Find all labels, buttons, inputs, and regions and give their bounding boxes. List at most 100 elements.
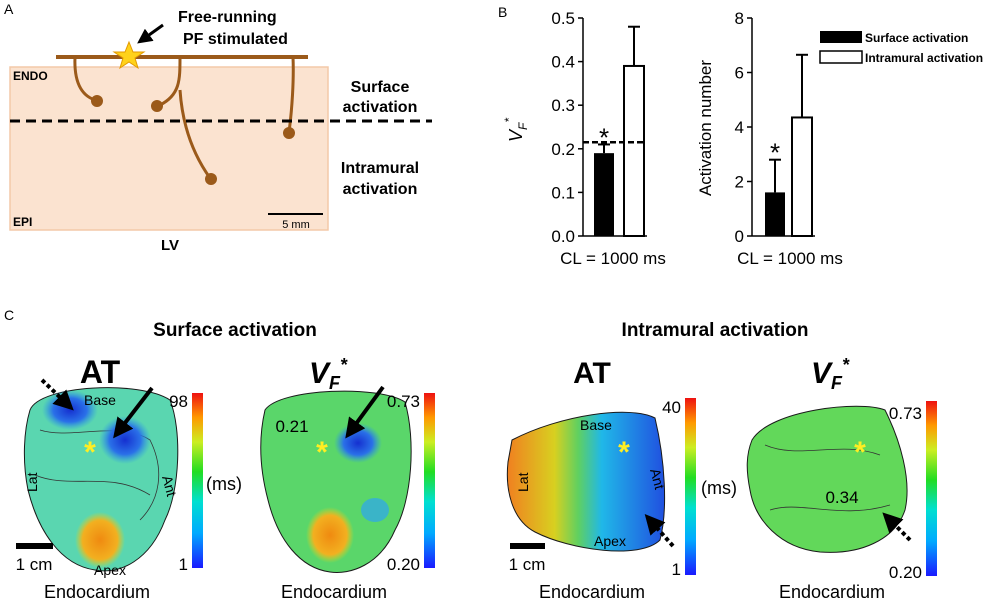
x-axis-label: CL = 1000 ms — [560, 249, 666, 268]
scale-label: 1 cm — [509, 555, 546, 574]
pacing-site-star: * — [854, 436, 866, 469]
epi-label: EPI — [13, 215, 32, 229]
colorbar — [424, 393, 435, 568]
y-tick-label: 0 — [735, 227, 744, 246]
panel-c-label: C — [4, 307, 14, 323]
lv-label: LV — [161, 237, 179, 254]
vf-title: VF* — [309, 355, 348, 393]
surface-label: activation — [343, 99, 418, 116]
y-tick-label: 0.4 — [551, 53, 575, 72]
pf-branch — [287, 56, 295, 133]
early-activation-region — [99, 416, 151, 464]
star-icon — [112, 40, 146, 70]
svg-text:VF*: VF* — [502, 118, 530, 142]
y-tick-label: 0.3 — [551, 96, 575, 115]
panel-a-label: A — [4, 1, 14, 17]
colorbar-max: 98 — [169, 392, 188, 411]
arrow-icon — [113, 386, 154, 439]
endocardium-label: Endocardium — [779, 582, 885, 602]
dotted-arrow-icon — [882, 512, 912, 542]
y-tick-label: 4 — [735, 118, 744, 137]
scale-label: 5 mm — [282, 219, 310, 231]
activation-number-chart: 0 2 4 6 8 * CL = 1000 ms Activation number — [696, 9, 843, 268]
y-axis-label-main: V — [506, 128, 526, 142]
scale-label: 1 cm — [16, 555, 53, 574]
dotted-arrow-icon — [40, 378, 74, 411]
endocardium-label: Endocardium — [281, 582, 387, 602]
intramural-title: Intramural activation — [622, 320, 809, 341]
y-axis-label: VF* — [502, 118, 530, 142]
pf-junction — [205, 173, 217, 185]
y-tick-label: 6 — [735, 64, 744, 83]
panel-b: B 0.00.10.20.30.40.5 * CL = 1000 ms VF* … — [498, 4, 983, 268]
vf-annotation: 0.34 — [825, 488, 858, 507]
vf-chart: 0.00.10.20.30.40.5 * CL = 1000 ms VF* — [502, 9, 666, 268]
base-label: Base — [84, 392, 116, 408]
high-vf-region — [306, 507, 354, 563]
y-tick-label: 0.5 — [551, 9, 575, 28]
pf-junction — [151, 100, 163, 112]
colorbar-min: 0.20 — [889, 563, 922, 582]
units-label: (ms) — [206, 474, 242, 494]
y-axis-label-sub: F — [516, 122, 530, 130]
map-intramural-at: AT Base Lat Ant Apex * 1 cm Endocardium … — [506, 357, 737, 602]
colorbar — [192, 393, 203, 568]
pf-branch — [159, 56, 182, 107]
legend: Surface activation Intramural activation — [819, 31, 983, 65]
arrow-icon — [345, 385, 385, 439]
contour-line — [34, 474, 151, 496]
panel-b-label: B — [498, 4, 507, 20]
heart-map — [506, 411, 666, 552]
legend-swatch-intramural — [819, 50, 863, 64]
low-vf-region — [361, 498, 389, 522]
units-label: (ms) — [701, 478, 737, 498]
vf-title-sup: * — [842, 355, 850, 375]
colorbar — [926, 401, 937, 576]
significance-marker: * — [599, 122, 609, 152]
pacing-site-star: * — [618, 436, 630, 469]
x-axis-label: CL = 1000 ms — [737, 249, 843, 268]
colorbar-max: 0.73 — [889, 404, 922, 423]
bar-intramural — [623, 64, 645, 237]
colorbar-min: 1 — [672, 560, 681, 579]
endocardium-label: Endocardium — [539, 582, 645, 602]
significance-marker: * — [770, 138, 780, 168]
map-surface-vf: VF* 0.21 * Endocardium 0.73 0.20 — [260, 355, 435, 602]
bar-intramural — [791, 116, 813, 237]
bar-surface — [765, 192, 785, 236]
pf-branch — [73, 56, 96, 102]
vf-title-sub: F — [831, 373, 843, 393]
stim-label: Free-running — [178, 9, 277, 26]
endocardium-label: Endocardium — [44, 582, 150, 602]
apex-label: Apex — [94, 562, 126, 578]
vf-title-sup: * — [340, 355, 348, 375]
panel-c: C Surface activation Intramural activati… — [4, 307, 937, 602]
pf-junction — [91, 95, 103, 107]
legend-label: Surface activation — [865, 31, 968, 45]
vf-title-main: V — [811, 357, 834, 390]
surface-title: Surface activation — [153, 320, 317, 341]
colorbar-min: 1 — [179, 555, 188, 574]
dotted-arrow-icon — [644, 514, 675, 548]
vf-annotation: 0.21 — [275, 417, 308, 436]
legend-swatch-surface — [820, 31, 862, 43]
y-axis-label-sup: * — [502, 118, 516, 123]
y-tick-label: 0.2 — [551, 140, 575, 159]
base-label: Base — [580, 417, 612, 433]
contour-line — [764, 444, 881, 456]
bar-surface — [594, 153, 614, 236]
intramural-label: Intramural — [341, 160, 419, 177]
y-tick-label: 0.0 — [551, 227, 575, 246]
colorbar-max: 40 — [662, 398, 681, 417]
ant-label: Ant — [647, 467, 668, 492]
colorbar-max: 0.73 — [387, 392, 420, 411]
arrow-icon — [137, 23, 164, 44]
late-activation-region — [75, 512, 125, 568]
vf-title-sub: F — [329, 373, 341, 393]
pacing-site-star: * — [84, 436, 96, 469]
lat-label: Lat — [24, 472, 40, 492]
y-tick-label: 0.1 — [551, 183, 575, 202]
apex-label: Apex — [594, 533, 626, 549]
surface-label: Surface — [351, 79, 410, 96]
at-title: AT — [573, 357, 611, 390]
